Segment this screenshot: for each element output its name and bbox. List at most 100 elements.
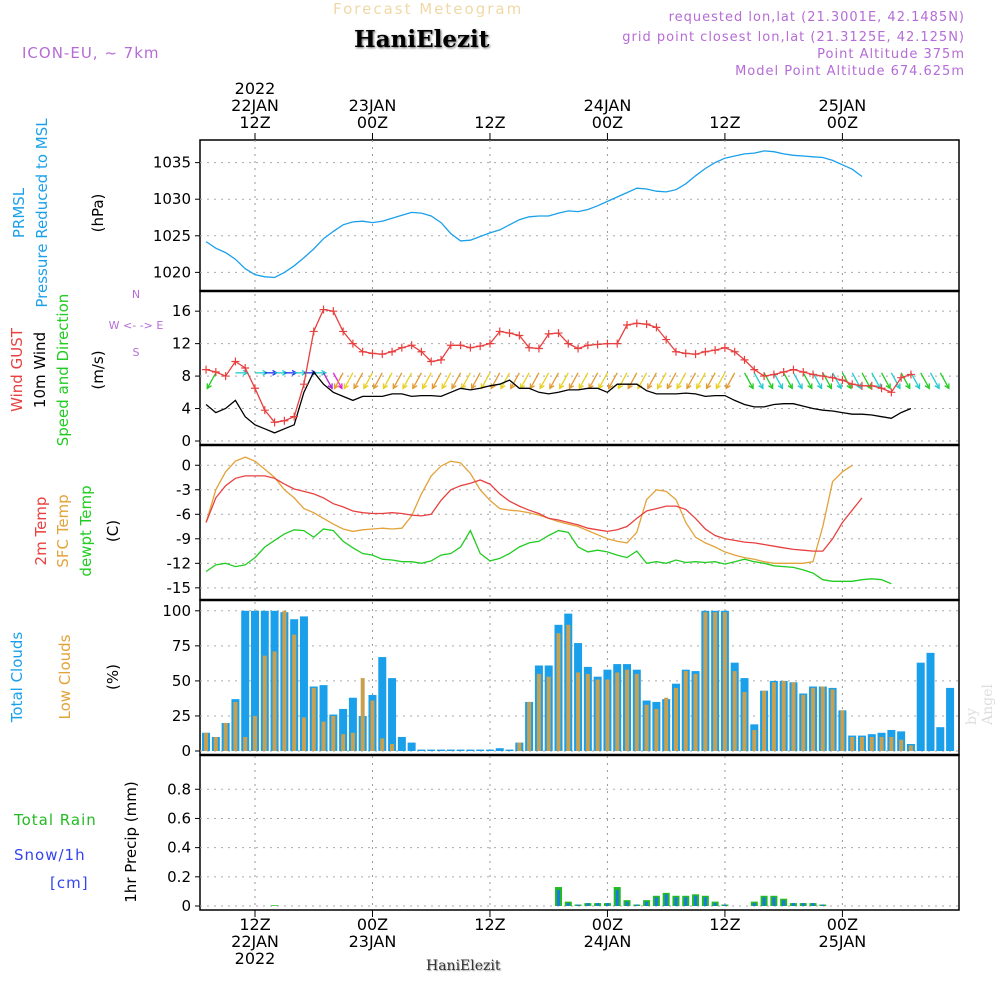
wind-arrow-head: [549, 383, 555, 390]
station-name: HaniElezit: [354, 26, 490, 53]
wind-arrow: [890, 372, 901, 389]
wind-gust-marker: [485, 339, 494, 348]
low-cloud-bar: [204, 732, 209, 751]
wind-arrow-head: [206, 383, 212, 390]
low-cloud-bar: [585, 673, 590, 751]
wind-arrow-head: [373, 383, 379, 390]
total-cloud-bar: [388, 678, 397, 751]
wind-arrow: [696, 372, 706, 389]
label-snow: Snow/1h: [14, 846, 86, 864]
wind-gust-marker: [730, 347, 739, 356]
wind-arrow: [197, 373, 206, 389]
wind-arrow: [500, 372, 511, 389]
low-cloud-bar: [272, 651, 277, 751]
low-cloud-bar: [301, 717, 306, 751]
wind-gust-marker: [241, 363, 250, 372]
wind-arrow-head: [705, 383, 712, 390]
model-label: ICON-EU, ~ 7km: [22, 44, 160, 62]
value-tick-label: 0.6: [167, 809, 191, 827]
wind-gust-marker: [309, 327, 318, 336]
snow-bar: [576, 904, 580, 906]
low-cloud-bar: [869, 736, 874, 751]
low-cloud-bar: [703, 612, 708, 751]
wind-arrow-head: [382, 383, 389, 390]
value-tick-label: 0: [181, 742, 191, 760]
low-cloud-bar: [811, 687, 816, 751]
wind-arrow: [441, 372, 452, 389]
wind-arrow-head: [568, 383, 575, 390]
time-label-bottom: 12Z: [709, 915, 740, 934]
value-tick-label: 75: [172, 637, 191, 655]
total-cloud-bar: [926, 652, 935, 751]
wind-arrow: [529, 372, 540, 389]
value-tick-label: 0.8: [167, 780, 191, 798]
wind-speed-line: [205, 370, 912, 434]
panel-frame: [199, 754, 960, 911]
wind-arrow-head: [696, 383, 702, 390]
wind-arrow-head: [715, 383, 721, 390]
wind-arrow-head: [578, 383, 584, 390]
time-label-bottom: 00Z: [592, 915, 623, 934]
wind-arrow: [480, 372, 491, 389]
wind-gust-marker: [270, 418, 279, 427]
value-tick-label: -6: [176, 505, 191, 523]
wind-arrow-head: [343, 383, 349, 390]
wind-gust-marker: [789, 365, 798, 374]
low-cloud-bar: [282, 610, 287, 751]
low-cloud-bar: [223, 722, 228, 751]
snow-bar: [625, 901, 629, 906]
wind-arrow: [939, 372, 950, 389]
time-label-top: 2022: [235, 79, 276, 98]
label-prmsl: PRMSL: [10, 187, 28, 238]
wind-arrow-head: [627, 383, 633, 390]
snow-bar: [723, 904, 727, 906]
wind-gust-marker: [495, 327, 504, 336]
wind-arrow-head: [608, 383, 614, 390]
wind-gust-marker: [671, 347, 680, 356]
low-cloud-bar: [331, 715, 336, 751]
wind-gust-marker: [319, 305, 328, 314]
value-tick-label: 25: [172, 707, 191, 725]
time-label-top: 12Z: [709, 113, 740, 132]
wind-gust-marker: [857, 381, 866, 390]
time-label-top: 00Z: [592, 113, 623, 132]
low-cloud-bar: [732, 671, 737, 751]
wind-gust-marker: [701, 347, 710, 356]
total-cloud-bar: [251, 610, 259, 751]
low-cloud-bar: [634, 673, 639, 751]
wind-arrow-head: [924, 383, 930, 390]
value-tick-label: -3: [176, 481, 191, 499]
total-cloud-bar: [936, 727, 945, 751]
value-tick-label: -9: [176, 530, 191, 548]
wind-gust-marker: [809, 370, 818, 379]
wind-arrow: [471, 372, 481, 389]
wind-arrow-head: [934, 383, 940, 390]
total-cloud-bar: [299, 616, 308, 751]
wind-gust-marker: [867, 381, 876, 390]
low-cloud-bar: [683, 671, 688, 751]
wind-arrow-head: [797, 383, 803, 390]
point-altitude: Point Altitude 375m: [817, 47, 965, 62]
wind-arrow: [841, 372, 852, 389]
wind-arrow-head: [748, 383, 754, 390]
time-label-top: 12Z: [239, 113, 270, 132]
total-cloud-bar: [495, 748, 504, 751]
low-cloud-bar: [673, 687, 678, 751]
low-cloud-bar: [517, 742, 522, 751]
wind-gust-marker: [339, 327, 348, 336]
wind-arrow-head: [777, 383, 784, 390]
value-tick-label: 12: [172, 335, 191, 353]
wind-gust-marker: [877, 384, 886, 393]
low-cloud-bar: [576, 672, 581, 751]
snow-bar: [782, 900, 786, 906]
value-tick-label: 0: [181, 456, 191, 474]
wind-gust-marker: [348, 339, 357, 348]
chart-title: Forecast Meteogram: [333, 0, 524, 18]
wind-arrow-head: [337, 383, 343, 390]
dewpoint-line: [205, 528, 892, 585]
wind-arrow-head: [768, 383, 774, 390]
total-cloud-bar: [437, 749, 446, 751]
low-cloud-bar: [321, 721, 326, 751]
label-total-rain: Total Rain: [13, 811, 97, 829]
wind-gust-marker: [427, 357, 436, 366]
